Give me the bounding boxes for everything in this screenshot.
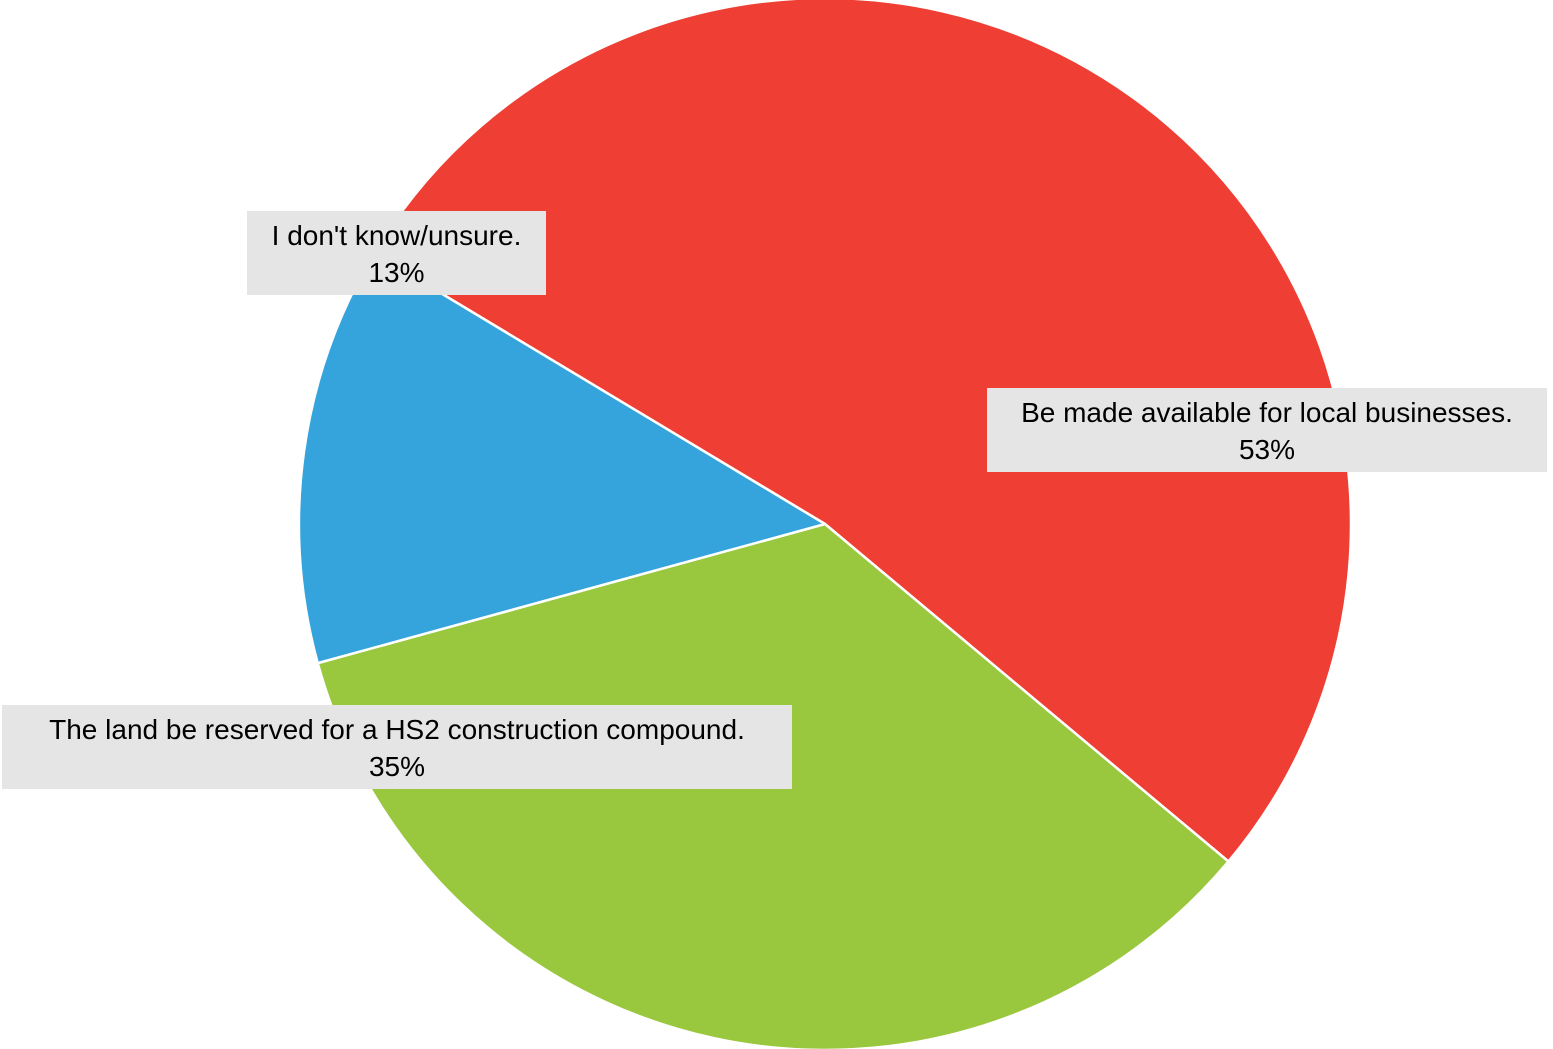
data-label-value: 53% <box>1239 434 1295 465</box>
data-label-background <box>247 211 546 295</box>
data-label-value: 13% <box>368 257 424 288</box>
data-label-category: Be made available for local businesses. <box>1021 397 1513 428</box>
data-label-category: The land be reserved for a HS2 construct… <box>49 714 745 745</box>
data-label-value: 35% <box>369 751 425 782</box>
data-label-1: Be made available for local businesses. 5… <box>987 388 1547 472</box>
pie-slice-1 <box>372 0 1353 863</box>
data-label-background <box>2 705 792 789</box>
data-labels: Be made available for local businesses. 5… <box>2 211 1547 789</box>
data-label-background <box>987 388 1547 472</box>
pie-slices <box>297 0 1353 1049</box>
data-label-3: I don't know/unsure. 13% <box>247 211 546 295</box>
data-label-category: I don't know/unsure. <box>272 220 522 251</box>
data-label-2: The land be reserved for a HS2 construct… <box>2 705 792 789</box>
